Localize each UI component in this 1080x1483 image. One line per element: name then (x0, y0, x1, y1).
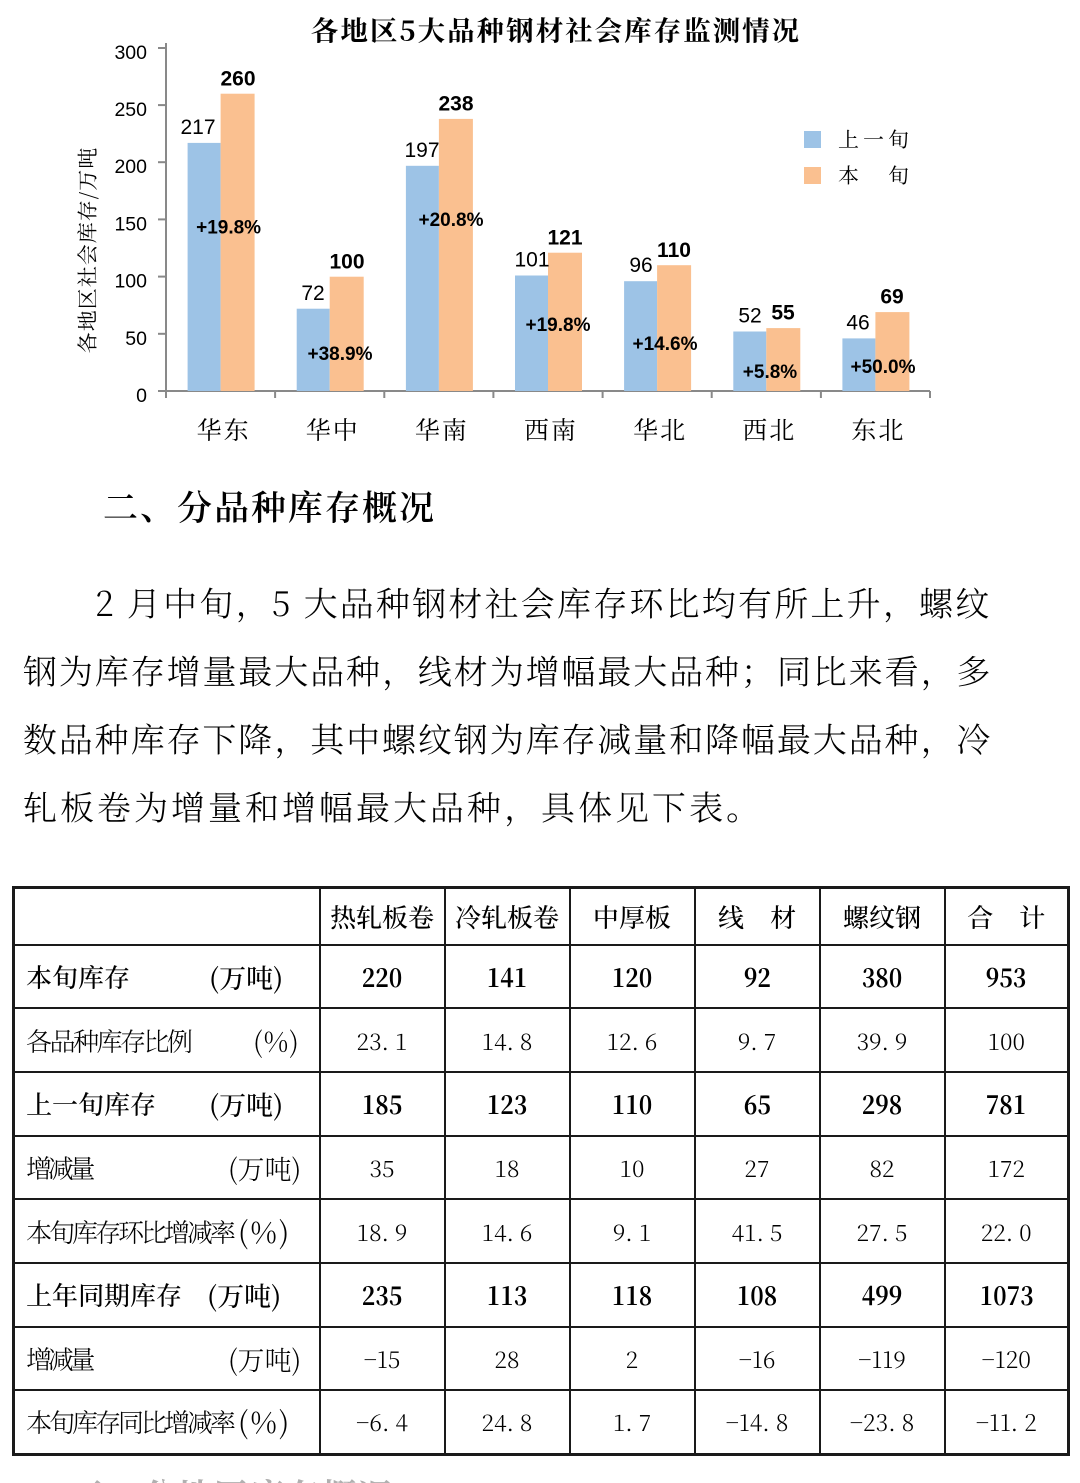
svg-text:+50.0%: +50.0% (851, 357, 916, 378)
svg-text:150: 150 (114, 213, 147, 235)
svg-text:华北: 华北 (633, 411, 687, 447)
svg-text:96: 96 (629, 254, 652, 277)
svg-text:50: 50 (125, 328, 147, 350)
svg-text:217: 217 (180, 116, 215, 139)
svg-text:+38.9%: +38.9% (308, 344, 373, 365)
svg-text:260: 260 (220, 67, 255, 90)
svg-text:72: 72 (301, 282, 324, 305)
svg-text:上一旬: 上一旬 (838, 124, 913, 154)
svg-text:200: 200 (114, 156, 147, 178)
svg-text:55: 55 (771, 302, 795, 325)
svg-text:西北: 西北 (742, 411, 796, 447)
svg-text:69: 69 (880, 286, 903, 309)
svg-text:100: 100 (114, 271, 147, 293)
svg-text:46: 46 (846, 312, 869, 335)
svg-text:238: 238 (438, 93, 473, 116)
svg-text:+14.6%: +14.6% (633, 334, 698, 355)
svg-text:西南: 西南 (524, 411, 578, 447)
svg-text:华南: 华南 (415, 411, 469, 447)
svg-text:121: 121 (547, 226, 582, 249)
svg-text:300: 300 (114, 42, 147, 64)
svg-text:100: 100 (329, 250, 364, 273)
svg-text:250: 250 (114, 99, 147, 121)
svg-text:东北: 东北 (851, 411, 905, 447)
svg-text:各地区5大品种钢材社会库存监测情况: 各地区5大品种钢材社会库存监测情况 (311, 9, 801, 49)
svg-text:+19.8%: +19.8% (196, 218, 261, 239)
svg-text:101: 101 (514, 249, 549, 272)
svg-text:+20.8%: +20.8% (419, 210, 484, 231)
svg-text:华东: 华东 (197, 411, 251, 447)
svg-text:华中: 华中 (306, 411, 360, 447)
svg-text:52: 52 (738, 305, 761, 328)
svg-text:本 旬: 本 旬 (838, 160, 913, 190)
svg-text:各地区社会库存/万吨: 各地区社会库存/万吨 (72, 147, 102, 353)
svg-text:197: 197 (404, 139, 439, 162)
svg-text:+19.8%: +19.8% (526, 315, 591, 336)
svg-text:+5.8%: +5.8% (743, 362, 798, 383)
svg-text:0: 0 (136, 385, 147, 407)
svg-text:110: 110 (657, 239, 691, 262)
